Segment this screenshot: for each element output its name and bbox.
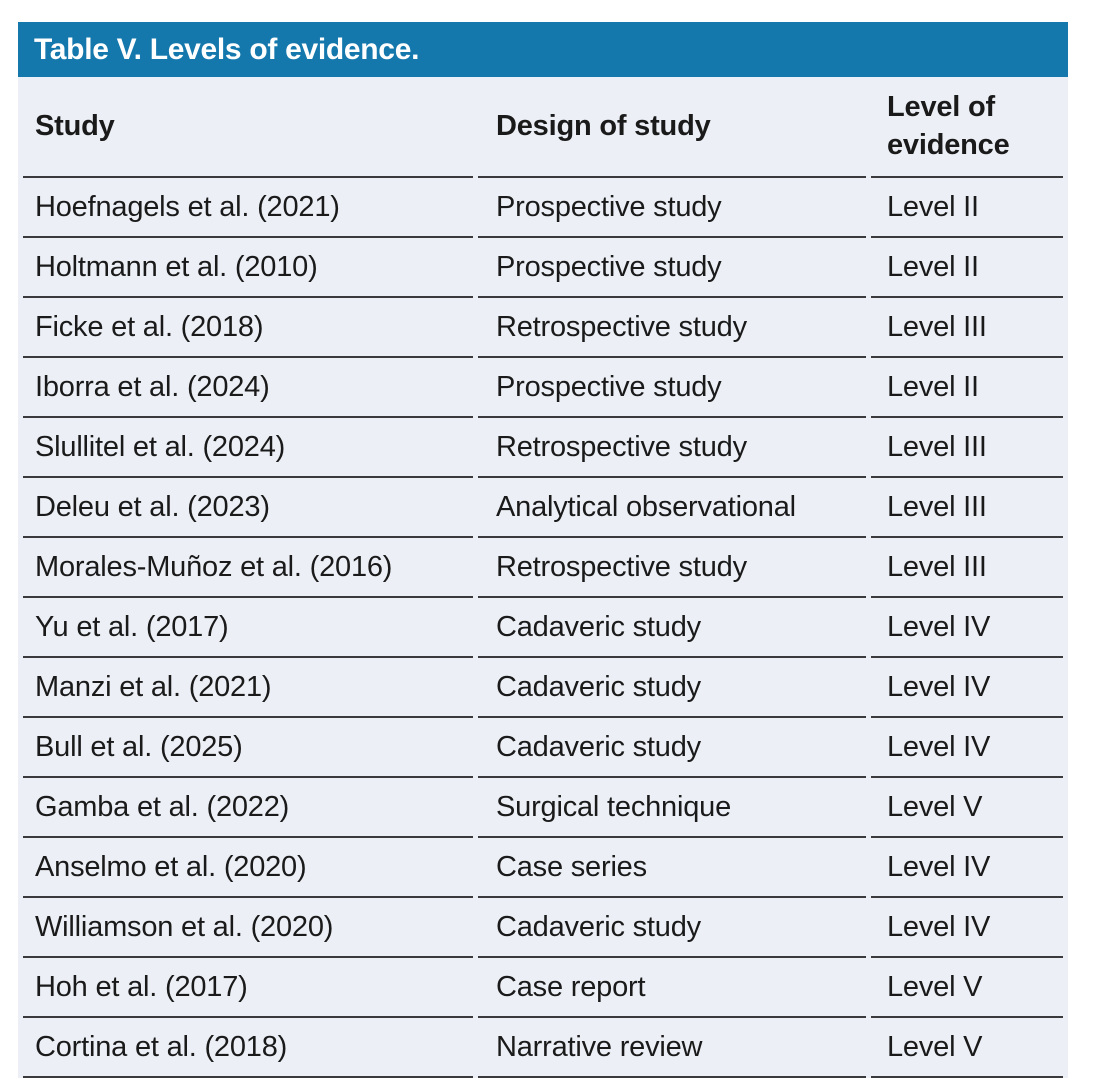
cell-level: Level III — [871, 538, 1063, 598]
table-row: Manzi et al. (2021) Cadaveric study Level … — [23, 658, 1063, 718]
cell-design: Prospective study — [478, 238, 866, 298]
cell-design: Retrospective study — [478, 418, 866, 478]
cell-level: Level III — [871, 478, 1063, 538]
cell-design: Cadaveric study — [478, 598, 866, 658]
cell-design: Analytical observational — [478, 478, 866, 538]
cell-study: Yu et al. (2017) — [23, 598, 473, 658]
column-header-study: Study — [23, 77, 473, 178]
table-row: Slullitel et al. (2024) Retrospective stu… — [23, 418, 1063, 478]
table-row: Hoefnagels et al. (2021) Prospective stud… — [23, 178, 1063, 238]
evidence-table-container: Table V. Levels of evidence. Study Desig… — [18, 22, 1068, 1078]
table-row: Bull et al. (2025) Cadaveric study Level I… — [23, 718, 1063, 778]
table-row: Ficke et al. (2018) Retrospective study Le… — [23, 298, 1063, 358]
header-row: Study Design of study Level of evidence — [23, 77, 1063, 178]
cell-design: Prospective study — [478, 358, 866, 418]
cell-level: Level V — [871, 1018, 1063, 1078]
cell-study: Hoefnagels et al. (2021) — [23, 178, 473, 238]
cell-design: Surgical technique — [478, 778, 866, 838]
cell-study: Iborra et al. (2024) — [23, 358, 473, 418]
cell-study: Gamba et al. (2022) — [23, 778, 473, 838]
table-row: Williamson et al. (2020) Cadaveric study L… — [23, 898, 1063, 958]
cell-level: Level IV — [871, 718, 1063, 778]
cell-study: Cortina et al. (2018) — [23, 1018, 473, 1078]
table-row: Holtmann et al. (2010) Prospective study L… — [23, 238, 1063, 298]
table-row: Anselmo et al. (2020) Case series Level IV — [23, 838, 1063, 898]
cell-level: Level II — [871, 238, 1063, 298]
cell-design: Cadaveric study — [478, 658, 866, 718]
table-row: Morales-Muñoz et al. (2016) Retrospective… — [23, 538, 1063, 598]
table-row: Deleu et al. (2023) Analytical observatio… — [23, 478, 1063, 538]
cell-study: Deleu et al. (2023) — [23, 478, 473, 538]
cell-study: Holtmann et al. (2010) — [23, 238, 473, 298]
table-row: Iborra et al. (2024) Prospective study Lev… — [23, 358, 1063, 418]
cell-study: Anselmo et al. (2020) — [23, 838, 473, 898]
cell-level: Level II — [871, 358, 1063, 418]
cell-design: Cadaveric study — [478, 898, 866, 958]
cell-study: Hoh et al. (2017) — [23, 958, 473, 1018]
cell-level: Level IV — [871, 598, 1063, 658]
cell-level: Level II — [871, 178, 1063, 238]
cell-design: Case report — [478, 958, 866, 1018]
cell-level: Level III — [871, 298, 1063, 358]
cell-design: Narrative review — [478, 1018, 866, 1078]
cell-design: Retrospective study — [478, 298, 866, 358]
cell-level: Level IV — [871, 658, 1063, 718]
evidence-table: Study Design of study Level of evidence … — [18, 77, 1068, 1078]
table-row: Gamba et al. (2022) Surgical technique Lev… — [23, 778, 1063, 838]
table-body: Hoefnagels et al. (2021) Prospective stud… — [23, 178, 1063, 1078]
cell-level: Level III — [871, 418, 1063, 478]
cell-study: Manzi et al. (2021) — [23, 658, 473, 718]
table-row: Cortina et al. (2018) Narrative review Lev… — [23, 1018, 1063, 1078]
column-header-level: Level of evidence — [871, 77, 1063, 178]
table-title-bar: Table V. Levels of evidence. — [18, 22, 1068, 77]
cell-level: Level IV — [871, 898, 1063, 958]
column-header-design: Design of study — [478, 77, 866, 178]
cell-study: Slullitel et al. (2024) — [23, 418, 473, 478]
cell-level: Level V — [871, 958, 1063, 1018]
table-row: Yu et al. (2017) Cadaveric study Level IV — [23, 598, 1063, 658]
cell-design: Prospective study — [478, 178, 866, 238]
cell-study: Morales-Muñoz et al. (2016) — [23, 538, 473, 598]
cell-level: Level IV — [871, 838, 1063, 898]
cell-level: Level V — [871, 778, 1063, 838]
cell-design: Retrospective study — [478, 538, 866, 598]
table-title: Table V. Levels of evidence. — [34, 32, 420, 66]
cell-design: Cadaveric study — [478, 718, 866, 778]
cell-design: Case series — [478, 838, 866, 898]
table-row: Hoh et al. (2017) Case report Level V — [23, 958, 1063, 1018]
cell-study: Bull et al. (2025) — [23, 718, 473, 778]
cell-study: Ficke et al. (2018) — [23, 298, 473, 358]
cell-study: Williamson et al. (2020) — [23, 898, 473, 958]
